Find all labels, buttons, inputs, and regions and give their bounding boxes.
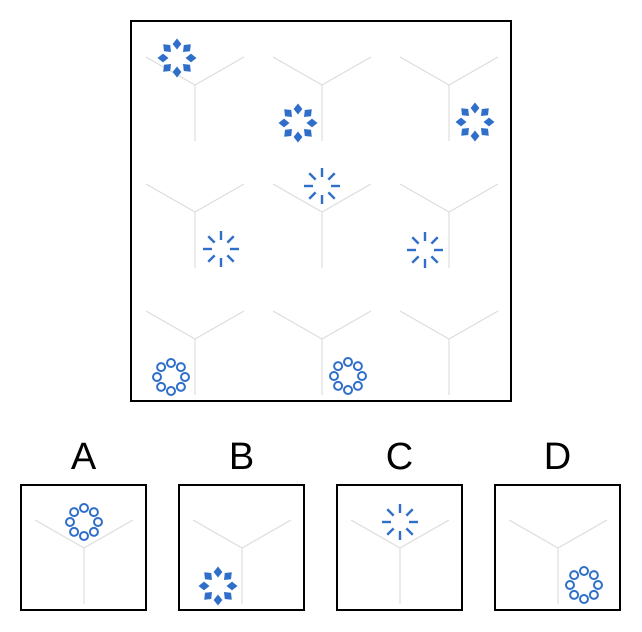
diamond-ring-icon xyxy=(278,103,318,143)
grid-cell-8-tile xyxy=(272,310,372,395)
grid-cell-3 xyxy=(386,22,512,148)
axes-lines xyxy=(192,519,292,604)
diamond-ring-icon xyxy=(198,566,238,606)
grid-cell-7 xyxy=(132,276,258,402)
axes-lines xyxy=(399,310,499,395)
grid-cell-6-tile xyxy=(399,183,499,268)
diamond-ring-icon xyxy=(157,38,197,78)
puzzle-grid xyxy=(130,20,512,402)
option-label-b: B xyxy=(228,436,255,478)
grid-cell-4 xyxy=(132,149,258,275)
dash-ring-icon xyxy=(304,168,340,204)
grid-cell-9-tile xyxy=(399,310,499,395)
circle-ring-icon xyxy=(65,503,103,541)
option-label-d: D xyxy=(543,436,572,478)
axes-lines xyxy=(145,56,245,141)
axes-lines xyxy=(272,183,372,268)
grid-cell-6 xyxy=(386,149,512,275)
dash-ring-icon xyxy=(407,232,443,268)
axes-lines xyxy=(272,56,372,141)
option-b-tile xyxy=(192,519,292,606)
option-d[interactable] xyxy=(494,484,621,611)
dash-ring-icon xyxy=(203,231,239,267)
grid-cell-7-tile xyxy=(145,310,245,396)
circle-ring-icon xyxy=(329,357,367,395)
grid-cell-2 xyxy=(259,22,385,148)
option-a[interactable] xyxy=(20,484,147,611)
grid-cell-1 xyxy=(132,22,258,148)
grid-cell-1-tile xyxy=(145,38,245,141)
axes-lines xyxy=(508,519,608,604)
axes-lines xyxy=(145,183,245,268)
grid-cell-5 xyxy=(259,149,385,275)
circle-ring-icon xyxy=(152,358,190,396)
grid-cell-8 xyxy=(259,276,385,402)
option-label-a: A xyxy=(70,436,97,478)
option-a-tile xyxy=(34,503,134,604)
axes-lines xyxy=(272,310,372,395)
axes-lines xyxy=(350,519,450,604)
option-d-tile xyxy=(508,519,608,604)
circle-ring-icon xyxy=(565,566,603,604)
option-label-c: C xyxy=(385,436,414,478)
axes-lines xyxy=(399,183,499,268)
grid-cell-missing xyxy=(386,276,512,402)
grid-cell-3-tile xyxy=(399,56,499,142)
grid-cell-5-tile xyxy=(272,168,372,268)
option-c[interactable] xyxy=(336,484,463,611)
dash-ring-icon xyxy=(382,504,418,540)
diamond-ring-icon xyxy=(455,102,495,142)
grid-cell-2-tile xyxy=(272,56,372,143)
option-b[interactable] xyxy=(178,484,305,611)
axes-lines xyxy=(145,310,245,395)
axes-lines xyxy=(399,56,499,141)
axes-lines xyxy=(34,519,134,604)
option-c-tile xyxy=(350,504,450,604)
grid-cell-4-tile xyxy=(145,183,245,268)
